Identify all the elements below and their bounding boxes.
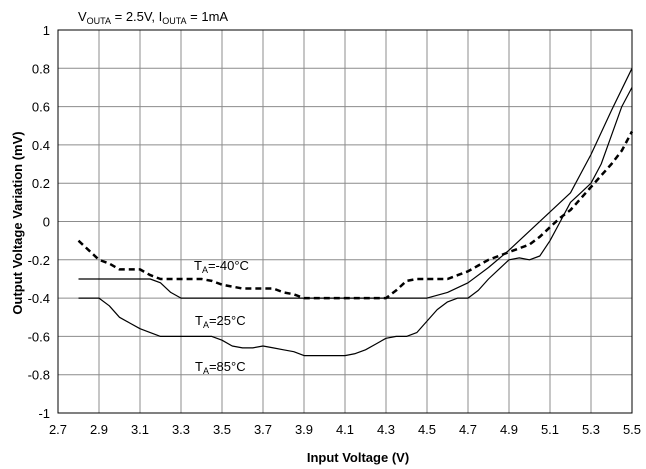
series-label-minus40: TA=-40°C — [194, 258, 249, 275]
x-tick-label: 4.1 — [336, 422, 354, 437]
chart-title-subscript-2: OUTA — [162, 16, 186, 26]
series-label-85: TA=85°C — [195, 359, 246, 376]
series-label-25-main: T — [195, 313, 203, 328]
x-tick-label: 4.7 — [459, 422, 477, 437]
y-tick-label: 0.4 — [32, 138, 50, 153]
series-line-25c — [78, 68, 633, 299]
y-tick-label: 0 — [43, 215, 50, 230]
x-tick-label: 5.5 — [623, 422, 641, 437]
y-tick-label: -0.2 — [28, 253, 50, 268]
x-axis-title: Input Voltage (V) — [307, 450, 409, 465]
x-tick-label: 4.9 — [500, 422, 518, 437]
x-tick-label: 2.7 — [49, 422, 67, 437]
series-label-minus40-rest: =-40°C — [208, 258, 249, 273]
x-tick-labels: 2.7 2.9 3.1 3.3 3.5 3.7 3.9 4.1 4.3 4.5 4.7 4.9 5.1 5… — [49, 422, 641, 437]
series-label-25-sub: A — [203, 320, 209, 330]
chart-title-subscript-1: OUTA — [87, 16, 111, 26]
y-axis-title: Output Voltage Variation (mV) — [10, 131, 25, 314]
series-lines — [77, 68, 634, 357]
chart-title-part-3: = 1mA — [187, 9, 229, 24]
y-tick-label: 0.2 — [32, 176, 50, 191]
y-tick-label: -1 — [38, 406, 50, 421]
plot-frame — [57, 29, 633, 414]
x-tick-label: 5.1 — [541, 422, 559, 437]
chart-title-part-2: = 2.5V, I — [111, 9, 162, 24]
series-label-85-main: T — [195, 359, 203, 374]
y-tick-label: -0.6 — [28, 329, 50, 344]
series-line-85c — [78, 87, 633, 357]
x-tick-label: 3.9 — [295, 422, 313, 437]
y-tick-label: 1 — [43, 23, 50, 38]
series-label-85-sub: A — [203, 366, 209, 376]
series-label-minus40-main: T — [194, 258, 202, 273]
x-tick-label: 3.1 — [131, 422, 149, 437]
series-label-25-rest: =25°C — [209, 313, 246, 328]
series-label-25: TA=25°C — [195, 313, 246, 330]
chart-title-part-1: V — [78, 9, 87, 24]
x-tick-label: 4.3 — [377, 422, 395, 437]
x-tick-label: 3.7 — [254, 422, 272, 437]
x-tick-label: 3.5 — [213, 422, 231, 437]
x-tick-label: 4.5 — [418, 422, 436, 437]
y-tick-label: 0.8 — [32, 61, 50, 76]
y-tick-label: -0.8 — [28, 368, 50, 383]
y-tick-label: 0.6 — [32, 100, 50, 115]
x-tick-label: 5.3 — [582, 422, 600, 437]
series-label-85-rest: =85°C — [209, 359, 246, 374]
y-tick-label: -0.4 — [28, 291, 50, 306]
x-tick-label: 3.3 — [172, 422, 190, 437]
chart-title: VOUTA = 2.5V, IOUTA = 1mA — [78, 9, 228, 26]
y-tick-labels: -1 -0.8 -0.6 -0.4 -0.2 0 0.2 0.4 0.6 0.8 1 — [28, 23, 50, 421]
x-tick-label: 2.9 — [90, 422, 108, 437]
series-label-minus40-sub: A — [202, 265, 208, 275]
